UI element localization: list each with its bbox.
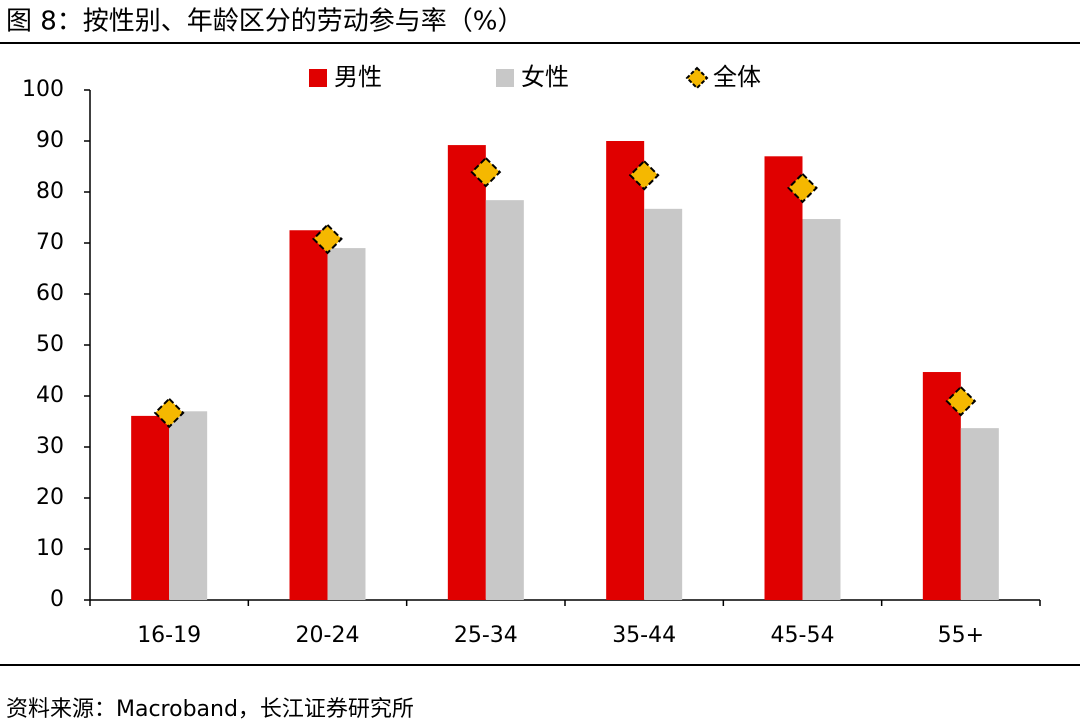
overall-marker — [628, 159, 660, 191]
y-tick-label: 20 — [36, 485, 64, 510]
legend-swatch — [309, 69, 327, 87]
chart-title: 图 8：按性别、年龄区分的劳动参与率（%） — [6, 7, 524, 37]
y-tick-label: 50 — [36, 332, 64, 357]
overall-marker — [787, 172, 818, 204]
y-tick-label: 80 — [36, 179, 64, 204]
bar — [644, 208, 683, 600]
x-tick-label: 16-19 — [137, 623, 201, 648]
y-tick-label: 70 — [36, 230, 64, 255]
bar — [606, 141, 645, 600]
bar — [327, 248, 366, 600]
legend-swatch — [496, 69, 514, 87]
x-tick-label: 55+ — [938, 623, 984, 648]
bar — [764, 156, 803, 601]
bar — [131, 415, 170, 600]
x-tick-label: 20-24 — [296, 623, 360, 648]
overall-marker — [470, 156, 502, 188]
y-tick-label: 10 — [36, 536, 64, 561]
bar — [960, 428, 999, 600]
legend-marker — [685, 66, 709, 90]
y-tick-label: 40 — [36, 383, 64, 408]
y-tick-label: 60 — [36, 281, 64, 306]
overall-marker — [312, 223, 343, 255]
bar — [447, 145, 486, 600]
y-tick-label: 90 — [36, 128, 64, 153]
bar — [802, 219, 841, 600]
y-tick-label: 30 — [36, 434, 64, 459]
bar — [169, 411, 208, 600]
legend-label: 男性 — [334, 63, 382, 91]
source-note: 资料来源：Macroband，长江证券研究所 — [6, 697, 414, 722]
bar — [485, 200, 524, 600]
y-tick-label: 100 — [22, 77, 64, 102]
overall-marker — [153, 397, 185, 429]
x-tick-label: 25-34 — [454, 623, 518, 648]
bar — [289, 230, 328, 600]
y-tick-label: 0 — [50, 587, 64, 612]
legend-label: 全体 — [713, 63, 761, 91]
x-tick-label: 45-54 — [771, 623, 835, 648]
x-tick-label: 35-44 — [612, 623, 676, 648]
legend-label: 女性 — [521, 63, 569, 91]
overall-marker — [945, 385, 977, 417]
